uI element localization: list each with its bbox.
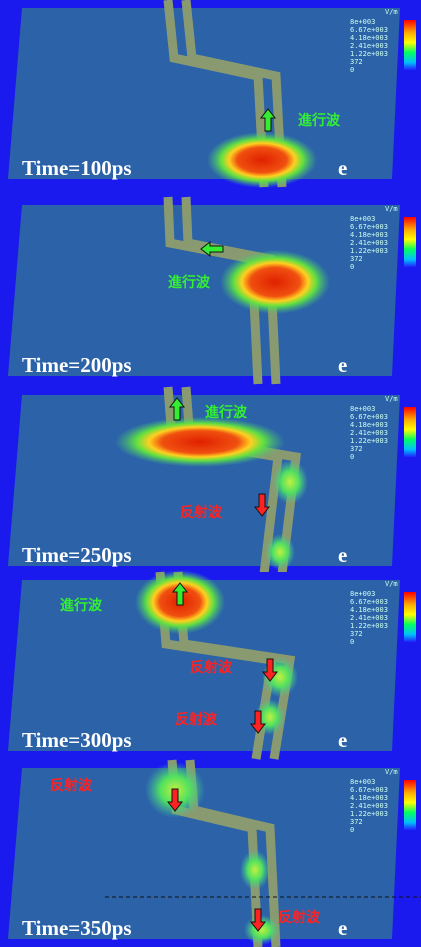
field-blob	[240, 850, 270, 890]
legend-label: 6.67e+003	[350, 598, 388, 606]
wave-label: 進行波	[168, 274, 211, 291]
legend-label: 372	[350, 630, 363, 638]
time-label: Time=250ps	[22, 543, 132, 567]
legend-label: 6.67e+003	[350, 26, 388, 34]
time-label: Time=350ps	[22, 916, 132, 940]
e-label: e	[338, 543, 347, 567]
legend-label: 1.22e+003	[350, 50, 388, 58]
e-label: e	[338, 728, 347, 752]
e-label: e	[338, 156, 347, 180]
colorbar	[404, 217, 416, 267]
legend-label: 4.18e+003	[350, 794, 388, 802]
legend-label: 372	[350, 445, 363, 453]
legend-label: 8e+003	[350, 215, 375, 223]
legend-label: 6.67e+003	[350, 786, 388, 794]
legend-label: 1.22e+003	[350, 622, 388, 630]
legend-label: 6.67e+003	[350, 413, 388, 421]
time-label: Time=100ps	[22, 156, 132, 180]
e-label: e	[338, 353, 347, 377]
legend-label: 4.18e+003	[350, 421, 388, 429]
legend-unit: V/m	[385, 580, 398, 588]
legend-unit: V/m	[385, 768, 398, 776]
panel: V/m 8e+0036.67e+0034.18e+0032.41e+0031.22…	[0, 0, 421, 197]
legend-label: 6.67e+003	[350, 223, 388, 231]
legend-label: 1.22e+003	[350, 437, 388, 445]
panel: V/m 8e+0036.67e+0034.18e+0032.41e+0031.22…	[0, 387, 421, 574]
wave-label: 進行波	[60, 597, 103, 614]
legend-label: 0	[350, 66, 354, 74]
legend-unit: V/m	[385, 205, 398, 213]
legend-label: 0	[350, 638, 354, 646]
wave-label: 反射波	[50, 777, 93, 794]
wave-label: 反射波	[175, 711, 218, 728]
wave-label: 反射波	[190, 659, 233, 676]
field-blob	[272, 460, 308, 504]
time-label: Time=200ps	[22, 353, 132, 377]
legend-label: 8e+003	[350, 778, 375, 786]
colorbar	[404, 780, 416, 830]
field-blob	[115, 417, 285, 467]
legend-label: 2.41e+003	[350, 614, 388, 622]
legend-label: 8e+003	[350, 405, 375, 413]
wave-label: 進行波	[205, 404, 248, 421]
legend-label: 2.41e+003	[350, 429, 388, 437]
wave-label: 進行波	[298, 112, 341, 129]
time-label: Time=300ps	[22, 728, 132, 752]
legend-label: 1.22e+003	[350, 810, 388, 818]
e-label: e	[338, 916, 347, 940]
field-blob	[207, 132, 317, 188]
legend-label: 4.18e+003	[350, 606, 388, 614]
legend-label: 4.18e+003	[350, 231, 388, 239]
legend-label: 0	[350, 826, 354, 834]
colorbar	[404, 407, 416, 457]
legend-label: 8e+003	[350, 590, 375, 598]
legend-label: 2.41e+003	[350, 239, 388, 247]
wave-label: 反射波	[180, 504, 223, 521]
legend-label: 0	[350, 263, 354, 271]
colorbar	[404, 20, 416, 70]
legend-unit: V/m	[385, 8, 398, 16]
legend-label: 4.18e+003	[350, 34, 388, 42]
field-blob	[244, 915, 280, 945]
field-blob	[265, 534, 295, 570]
legend-label: 0	[350, 453, 354, 461]
wave-label: 反射波	[278, 909, 321, 926]
plate	[8, 8, 400, 179]
panel: V/m 8e+0036.67e+0034.18e+0032.41e+0031.22…	[0, 197, 421, 387]
field-blob	[220, 250, 330, 314]
legend-label: 372	[350, 255, 363, 263]
legend-label: 8e+003	[350, 18, 375, 26]
figure: V/m8e+0036.67e+0034.18e+0032.41e+0031.22…	[0, 0, 421, 947]
legend-label: 2.41e+003	[350, 802, 388, 810]
panel: V/m 8e+0036.67e+0034.18e+0032.41e+0031.22…	[0, 570, 421, 760]
legend-label: 1.22e+003	[350, 247, 388, 255]
colorbar	[404, 592, 416, 642]
legend-unit: V/m	[385, 395, 398, 403]
panel: V/m 8e+0036.67e+0034.18e+0032.41e+0031.22…	[0, 760, 421, 947]
legend-label: 2.41e+003	[350, 42, 388, 50]
legend-label: 372	[350, 58, 363, 66]
legend-label: 372	[350, 818, 363, 826]
